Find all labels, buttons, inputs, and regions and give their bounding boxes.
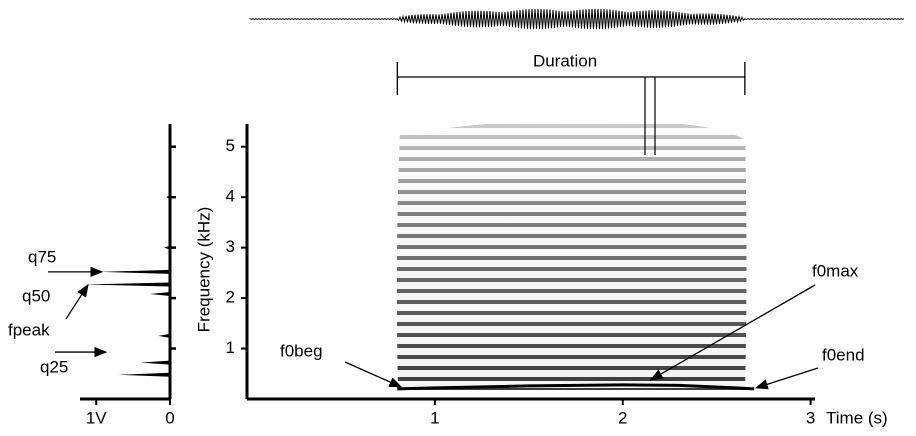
annotation-label: q25: [40, 358, 68, 377]
annotation-label: q50: [22, 286, 50, 305]
x-tick-label: 2: [618, 408, 627, 427]
annotation-label: f0max: [812, 261, 859, 280]
spectrum-peak: [158, 333, 170, 338]
annotation-label: fpeak: [8, 320, 50, 339]
spectrum-peak: [166, 195, 170, 200]
x-axis-label: Time (s): [826, 408, 888, 427]
y-tick-label: 2: [226, 288, 235, 307]
spectrum-peak: [164, 245, 170, 250]
annotation-arrow: [649, 284, 816, 381]
annotation-label: q75: [28, 247, 56, 266]
annotation-arrow: [344, 361, 403, 388]
x-tick-label: 3: [806, 408, 815, 427]
y-tick-label: 4: [226, 187, 235, 206]
waveform: [249, 8, 905, 30]
y-tick-label: 3: [226, 237, 235, 256]
x-tick-label: 1: [430, 408, 439, 427]
f0-contour: [397, 383, 755, 391]
annotation-label: f0end: [822, 345, 865, 364]
annotation-arrow: [65, 283, 89, 320]
annotation-label: f0beg: [280, 341, 323, 360]
y-axis-label: Frequency (kHz): [194, 207, 213, 333]
spectrum-peak: [150, 292, 170, 297]
annotation-arrow: [754, 367, 819, 390]
spectrum-peak: [84, 282, 170, 287]
y-tick-label: 5: [226, 136, 235, 155]
spectrum-peak: [118, 372, 170, 377]
y-tick-label: 1: [226, 338, 235, 357]
spectrum-peak: [140, 360, 170, 365]
spectrogram-fade: [396, 120, 747, 391]
x-tick-label: 0: [165, 408, 174, 427]
duration-label: Duration: [533, 51, 597, 70]
spectrum-peak: [99, 269, 170, 274]
x-tick-label: 1V: [86, 408, 107, 427]
